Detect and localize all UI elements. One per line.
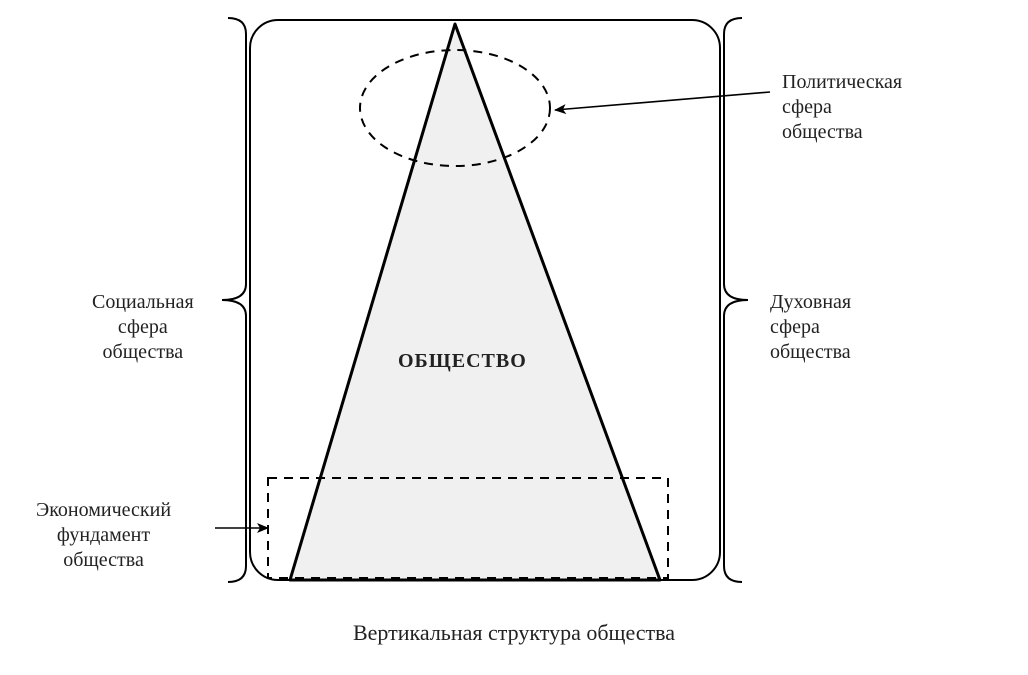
economic-label-line1: Экономический	[36, 498, 171, 523]
political-label-line1: Политическая	[782, 70, 902, 95]
triangle	[290, 24, 660, 580]
spiritual-label-line1: Духовная	[770, 290, 851, 315]
social-label-line2: сфера	[92, 315, 194, 340]
brace-left	[222, 18, 246, 582]
economic-label: Экономический фундамент общества	[36, 498, 171, 573]
economic-label-line2: фундамент	[36, 523, 171, 548]
spiritual-label-line2: сфера	[770, 315, 851, 340]
spiritual-label-line3: общества	[770, 340, 851, 365]
spiritual-label: Духовная сфера общества	[770, 290, 851, 365]
diagram-stage: ОБЩЕСТВО Политическая сфера общества Соц…	[0, 0, 1028, 675]
economic-label-line3: общества	[36, 548, 171, 573]
social-label-line3: общества	[92, 340, 194, 365]
society-center-label: ОБЩЕСТВО	[398, 350, 527, 373]
social-label-line1: Социальная	[92, 290, 194, 315]
social-label: Социальная сфера общества	[92, 290, 194, 365]
brace-right	[724, 18, 748, 582]
caption: Вертикальная структура общества	[0, 620, 1028, 646]
political-label-line3: общества	[782, 120, 902, 145]
political-label: Политическая сфера общества	[782, 70, 902, 145]
political-label-line2: сфера	[782, 95, 902, 120]
arrow-political	[555, 92, 770, 110]
